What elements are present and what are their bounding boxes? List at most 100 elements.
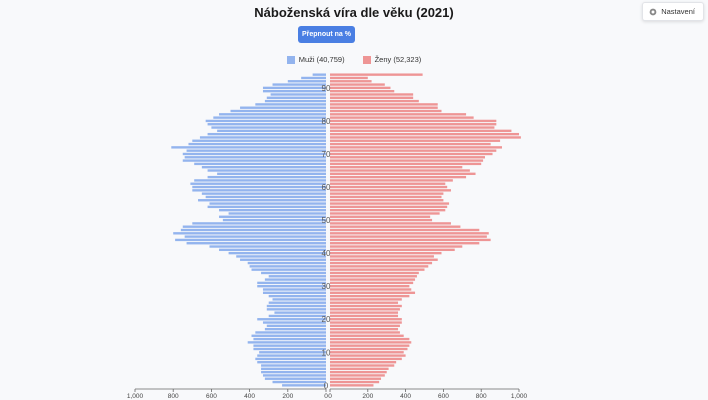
bar-women[interactable] [330,228,480,232]
bar-women[interactable] [330,374,385,377]
bar-men[interactable] [247,261,326,265]
bar-women[interactable] [330,152,493,156]
bar-women[interactable] [330,83,385,86]
bar-women[interactable] [330,116,474,119]
bar-men[interactable] [266,308,326,311]
bar-women[interactable] [330,294,410,298]
bar-women[interactable] [330,344,410,347]
bar-men[interactable] [192,185,326,189]
bar-women[interactable] [330,139,501,142]
bar-women[interactable] [330,318,402,321]
bar-women[interactable] [330,175,467,179]
bar-men[interactable] [259,351,326,354]
bar-women[interactable] [330,142,491,146]
bar-men[interactable] [222,218,326,222]
bar-men[interactable] [257,318,326,321]
bar-men[interactable] [257,361,326,364]
bar-women[interactable] [330,89,395,93]
bar-women[interactable] [330,347,408,351]
bar-men[interactable] [171,146,326,149]
bar-women[interactable] [330,238,491,242]
bar-men[interactable] [264,99,326,103]
bar-women[interactable] [330,311,399,314]
bar-women[interactable] [330,291,416,294]
bar-men[interactable] [264,278,326,281]
bar-women[interactable] [330,172,476,175]
bar-men[interactable] [274,311,326,314]
bar-men[interactable] [199,136,326,139]
bar-men[interactable] [184,235,326,238]
bar-women[interactable] [330,384,374,387]
bar-men[interactable] [186,242,326,245]
bar-women[interactable] [330,93,414,96]
bar-women[interactable] [330,182,446,185]
bar-men[interactable] [261,364,326,367]
bar-men[interactable] [201,192,326,195]
bar-men[interactable] [207,175,326,179]
bar-women[interactable] [330,205,448,209]
bar-women[interactable] [330,185,448,189]
bar-women[interactable] [330,251,442,255]
bar-men[interactable] [219,215,326,218]
bar-women[interactable] [330,377,382,380]
bar-men[interactable] [194,162,326,166]
bar-men[interactable] [173,232,326,235]
bar-men[interactable] [190,182,326,185]
bar-women[interactable] [330,199,444,202]
bar-men[interactable] [186,149,326,152]
bar-men[interactable] [182,159,326,162]
bar-men[interactable] [272,83,326,86]
bar-women[interactable] [330,321,402,324]
bar-men[interactable] [217,172,326,175]
bar-men[interactable] [264,327,326,331]
bar-men[interactable] [230,109,327,113]
bar-men[interactable] [205,195,326,199]
bar-women[interactable] [330,324,400,328]
bar-men[interactable] [262,89,326,93]
bar-women[interactable] [330,281,414,285]
bar-women[interactable] [330,215,431,218]
bar-men[interactable] [251,334,326,337]
bar-women[interactable] [330,242,480,245]
bar-men[interactable] [268,301,326,304]
bar-men[interactable] [255,103,326,106]
bar-women[interactable] [330,255,434,258]
bar-women[interactable] [330,80,372,83]
bar-women[interactable] [330,271,419,275]
bar-men[interactable] [249,265,326,268]
bar-men[interactable] [270,93,326,96]
bar-women[interactable] [330,225,461,228]
bar-men[interactable] [301,76,326,80]
bar-men[interactable] [253,347,326,351]
bar-women[interactable] [330,73,423,76]
bar-women[interactable] [330,212,440,215]
bar-men[interactable] [219,113,326,116]
bar-men[interactable] [261,370,326,374]
bar-women[interactable] [330,192,444,195]
bar-men[interactable] [266,324,326,328]
bar-women[interactable] [330,103,438,106]
bar-men[interactable] [207,169,326,172]
bar-women[interactable] [330,298,402,301]
bar-men[interactable] [262,291,326,294]
bar-men[interactable] [264,377,326,380]
bar-men[interactable] [251,268,326,271]
bar-women[interactable] [330,341,412,344]
bar-men[interactable] [240,258,326,261]
bar-men[interactable] [209,245,326,248]
bar-men[interactable] [262,374,326,377]
bar-women[interactable] [330,123,497,126]
bar-women[interactable] [330,361,397,364]
bar-women[interactable] [330,156,485,159]
bar-women[interactable] [330,179,453,182]
bar-men[interactable] [209,202,326,205]
bar-men[interactable] [219,208,326,212]
bar-men[interactable] [194,179,326,182]
bar-men[interactable] [182,152,326,156]
bar-women[interactable] [330,119,497,123]
toggle-percent-button[interactable]: Přepnout na % [298,26,355,43]
bar-men[interactable] [266,96,326,99]
bar-women[interactable] [330,337,410,341]
bar-women[interactable] [330,162,482,166]
bar-men[interactable] [257,285,326,288]
